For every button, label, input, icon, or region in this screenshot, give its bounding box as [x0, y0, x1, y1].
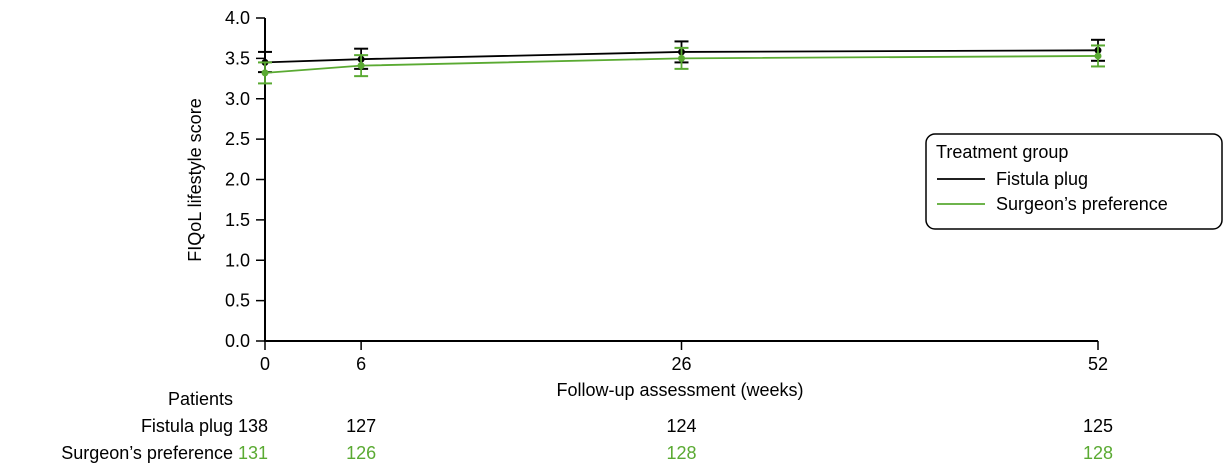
patients-count: 128: [666, 443, 696, 463]
patients-table: Patients Fistula plug Surgeon’s preferen…: [61, 389, 1113, 463]
data-point: [357, 62, 365, 70]
legend-title: Treatment group: [936, 142, 1068, 162]
x-ticks: 0 6 26 52: [260, 341, 1108, 374]
patients-count: 128: [1083, 443, 1113, 463]
x-tick-label: 0: [260, 354, 270, 374]
y-tick-label: 3.5: [225, 48, 250, 68]
y-axis-label: FIQoL lifestyle score: [185, 98, 205, 261]
series-line: [264, 55, 1099, 74]
patients-count: 131: [238, 443, 268, 463]
y-tick-label: 0.0: [225, 331, 250, 351]
legend-box: [925, 133, 1223, 230]
y-tick-label: 0.5: [225, 291, 250, 311]
y-tick-label: 2.0: [225, 170, 250, 190]
patients-heading: Patients: [168, 389, 233, 409]
x-tick-label: 6: [356, 354, 366, 374]
patients-count: 127: [346, 416, 376, 436]
y-tick-label: 2.5: [225, 129, 250, 149]
patients-counts: 138 127 124 125 131 126 128 128: [238, 416, 1113, 463]
y-tick-label: 3.0: [225, 89, 250, 109]
patients-count: 126: [346, 443, 376, 463]
y-tick-label: 4.0: [225, 8, 250, 28]
y-ticks: 0.0 0.5 1.0 1.5 2.0 2.5 3.0 3.5 4.0: [225, 8, 265, 351]
legend-entry-fistula-plug: Fistula plug: [996, 169, 1088, 189]
data-point: [261, 69, 269, 77]
x-axis-label: Follow-up assessment (weeks): [556, 380, 803, 400]
legend: Treatment group Fistula plug Surgeon’s p…: [925, 133, 1223, 230]
series-1: [258, 44, 1105, 85]
legend-entry-surgeons-preference: Surgeon’s preference: [996, 194, 1168, 214]
y-tick-label: 1.0: [225, 250, 250, 270]
patients-row-label-fistula-plug: Fistula plug: [141, 416, 233, 436]
x-tick-label: 52: [1088, 354, 1108, 374]
patients-count: 124: [666, 416, 696, 436]
patients-count: 138: [238, 416, 268, 436]
x-tick-label: 26: [671, 354, 691, 374]
patients-count: 125: [1083, 416, 1113, 436]
data-point: [1094, 52, 1102, 60]
patients-row-label-surgeons-preference: Surgeon’s preference: [61, 443, 233, 463]
data-point: [678, 54, 685, 62]
y-tick-label: 1.5: [225, 210, 250, 230]
series-layer: [258, 38, 1105, 85]
series-line: [264, 49, 1099, 64]
